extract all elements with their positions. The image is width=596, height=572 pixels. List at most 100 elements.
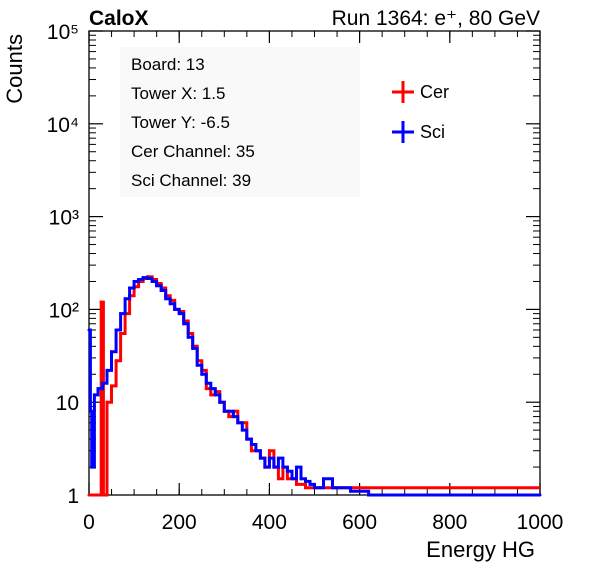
data-point-sci (90, 465, 94, 469)
data-point-sci (191, 346, 195, 350)
data-point-sci (276, 456, 280, 460)
y-tick-label: 1 (67, 485, 79, 508)
data-point-cer (99, 300, 103, 304)
y-axis-title: Counts (2, 34, 27, 104)
data-point-sci (204, 381, 208, 385)
data-point-cer (97, 493, 101, 497)
chart-title-left: CaloX (89, 7, 149, 30)
axis-ticks: 0 200 400 600 800 1000 1 10 10² 10³ 10⁴ 10⁵ (47, 21, 564, 534)
data-point-cer (285, 477, 289, 481)
data-point-sci (96, 387, 100, 391)
y-tick-label: 10⁴ (47, 114, 79, 137)
data-point-sci (123, 297, 127, 301)
data-point-sci (155, 284, 159, 288)
x-tick-label: 400 (252, 511, 287, 534)
data-point-sci (290, 477, 294, 481)
data-point-sci (137, 278, 141, 281)
data-point-sci (304, 479, 307, 483)
data-point-sci (114, 328, 118, 332)
data-point-sci (470, 493, 474, 497)
data-point-sci (516, 493, 519, 497)
data-point-sci (340, 486, 344, 490)
chart-title-right: Run 1364: e⁺, 80 GeV (332, 7, 540, 30)
data-point-sci (141, 276, 145, 280)
x-tick-label: 600 (342, 511, 377, 534)
series-line-sci (88, 276, 540, 497)
data-point-sci (88, 409, 92, 413)
data-point-sci (538, 493, 542, 497)
data-point-sci (132, 280, 136, 283)
data-point-cer (105, 400, 109, 404)
data-point-sci (87, 328, 91, 332)
data-point-sci (231, 415, 235, 419)
data-point-sci (385, 493, 389, 497)
legend: Cer Sci (392, 81, 449, 143)
data-point-sci (218, 400, 222, 404)
info-cer-channel: Cer Channel: 35 (131, 142, 255, 161)
data-point-sci (394, 493, 398, 497)
data-point-cer (295, 482, 298, 486)
info-board: Board: 13 (131, 55, 205, 74)
data-point-cer (249, 449, 253, 453)
legend-label-sci: Sci (420, 122, 445, 142)
data-point-sci (240, 428, 244, 432)
x-tick-label: 200 (162, 511, 197, 534)
data-point-sci (493, 493, 497, 497)
legend-marker-cer (392, 81, 414, 103)
data-point-sci (128, 286, 132, 290)
data-point-cer (276, 477, 280, 481)
data-point-cer (267, 449, 271, 453)
data-point-sci (258, 456, 262, 460)
x-axis-title: Energy HG (426, 537, 535, 562)
series-layer (87, 275, 542, 497)
data-point-sci (299, 477, 303, 481)
data-point-sci (281, 465, 285, 469)
data-point-cer (304, 486, 307, 490)
x-tick-label: 1000 (517, 511, 564, 534)
data-point-sci (358, 489, 362, 493)
data-point-sci (403, 493, 407, 497)
data-point-sci (159, 289, 163, 292)
data-point-sci (213, 393, 217, 397)
data-point-sci (331, 486, 334, 490)
data-point-sci (195, 363, 199, 367)
y-tick-label: 10² (49, 299, 79, 322)
data-point-sci (119, 312, 123, 316)
data-point-sci (313, 486, 316, 490)
data-point-cer (204, 387, 208, 391)
data-point-sci (263, 465, 267, 469)
data-point-sci (164, 297, 168, 301)
data-point-sci (308, 482, 312, 486)
data-point-cer (110, 384, 113, 388)
data-point-sci (272, 465, 276, 469)
info-sci-channel: Sci Channel: 39 (131, 171, 251, 190)
data-point-sci (168, 302, 172, 306)
data-point-cer (101, 493, 105, 497)
info-box: Board: 13 Tower X: 1.5 Tower Y: -6.5 Cer… (120, 47, 360, 197)
legend-label-cer: Cer (420, 82, 449, 102)
data-point-sci (254, 449, 258, 453)
data-point-cer (227, 415, 231, 419)
data-point-sci (267, 456, 271, 460)
data-point-sci (245, 437, 249, 441)
data-point-sci (186, 335, 190, 339)
data-point-cer (87, 493, 91, 497)
data-point-sci (150, 280, 154, 283)
y-tick-label: 10⁵ (47, 21, 79, 44)
data-point-sci (439, 493, 443, 497)
data-point-sci (421, 493, 425, 497)
data-point-sci (236, 421, 240, 425)
data-point-cer (209, 393, 213, 397)
series-line-cer (89, 275, 540, 497)
data-point-sci (376, 493, 380, 497)
data-point-cer (119, 332, 123, 335)
data-point-sci (430, 493, 434, 497)
data-point-sci (110, 350, 113, 354)
data-point-sci (182, 322, 186, 326)
info-tower-y: Tower Y: -6.5 (131, 113, 230, 132)
data-point-sci (295, 465, 298, 469)
y-tick-label: 10³ (49, 207, 79, 230)
info-tower-x: Tower X: 1.5 (131, 84, 226, 103)
data-point-cer (94, 493, 98, 497)
